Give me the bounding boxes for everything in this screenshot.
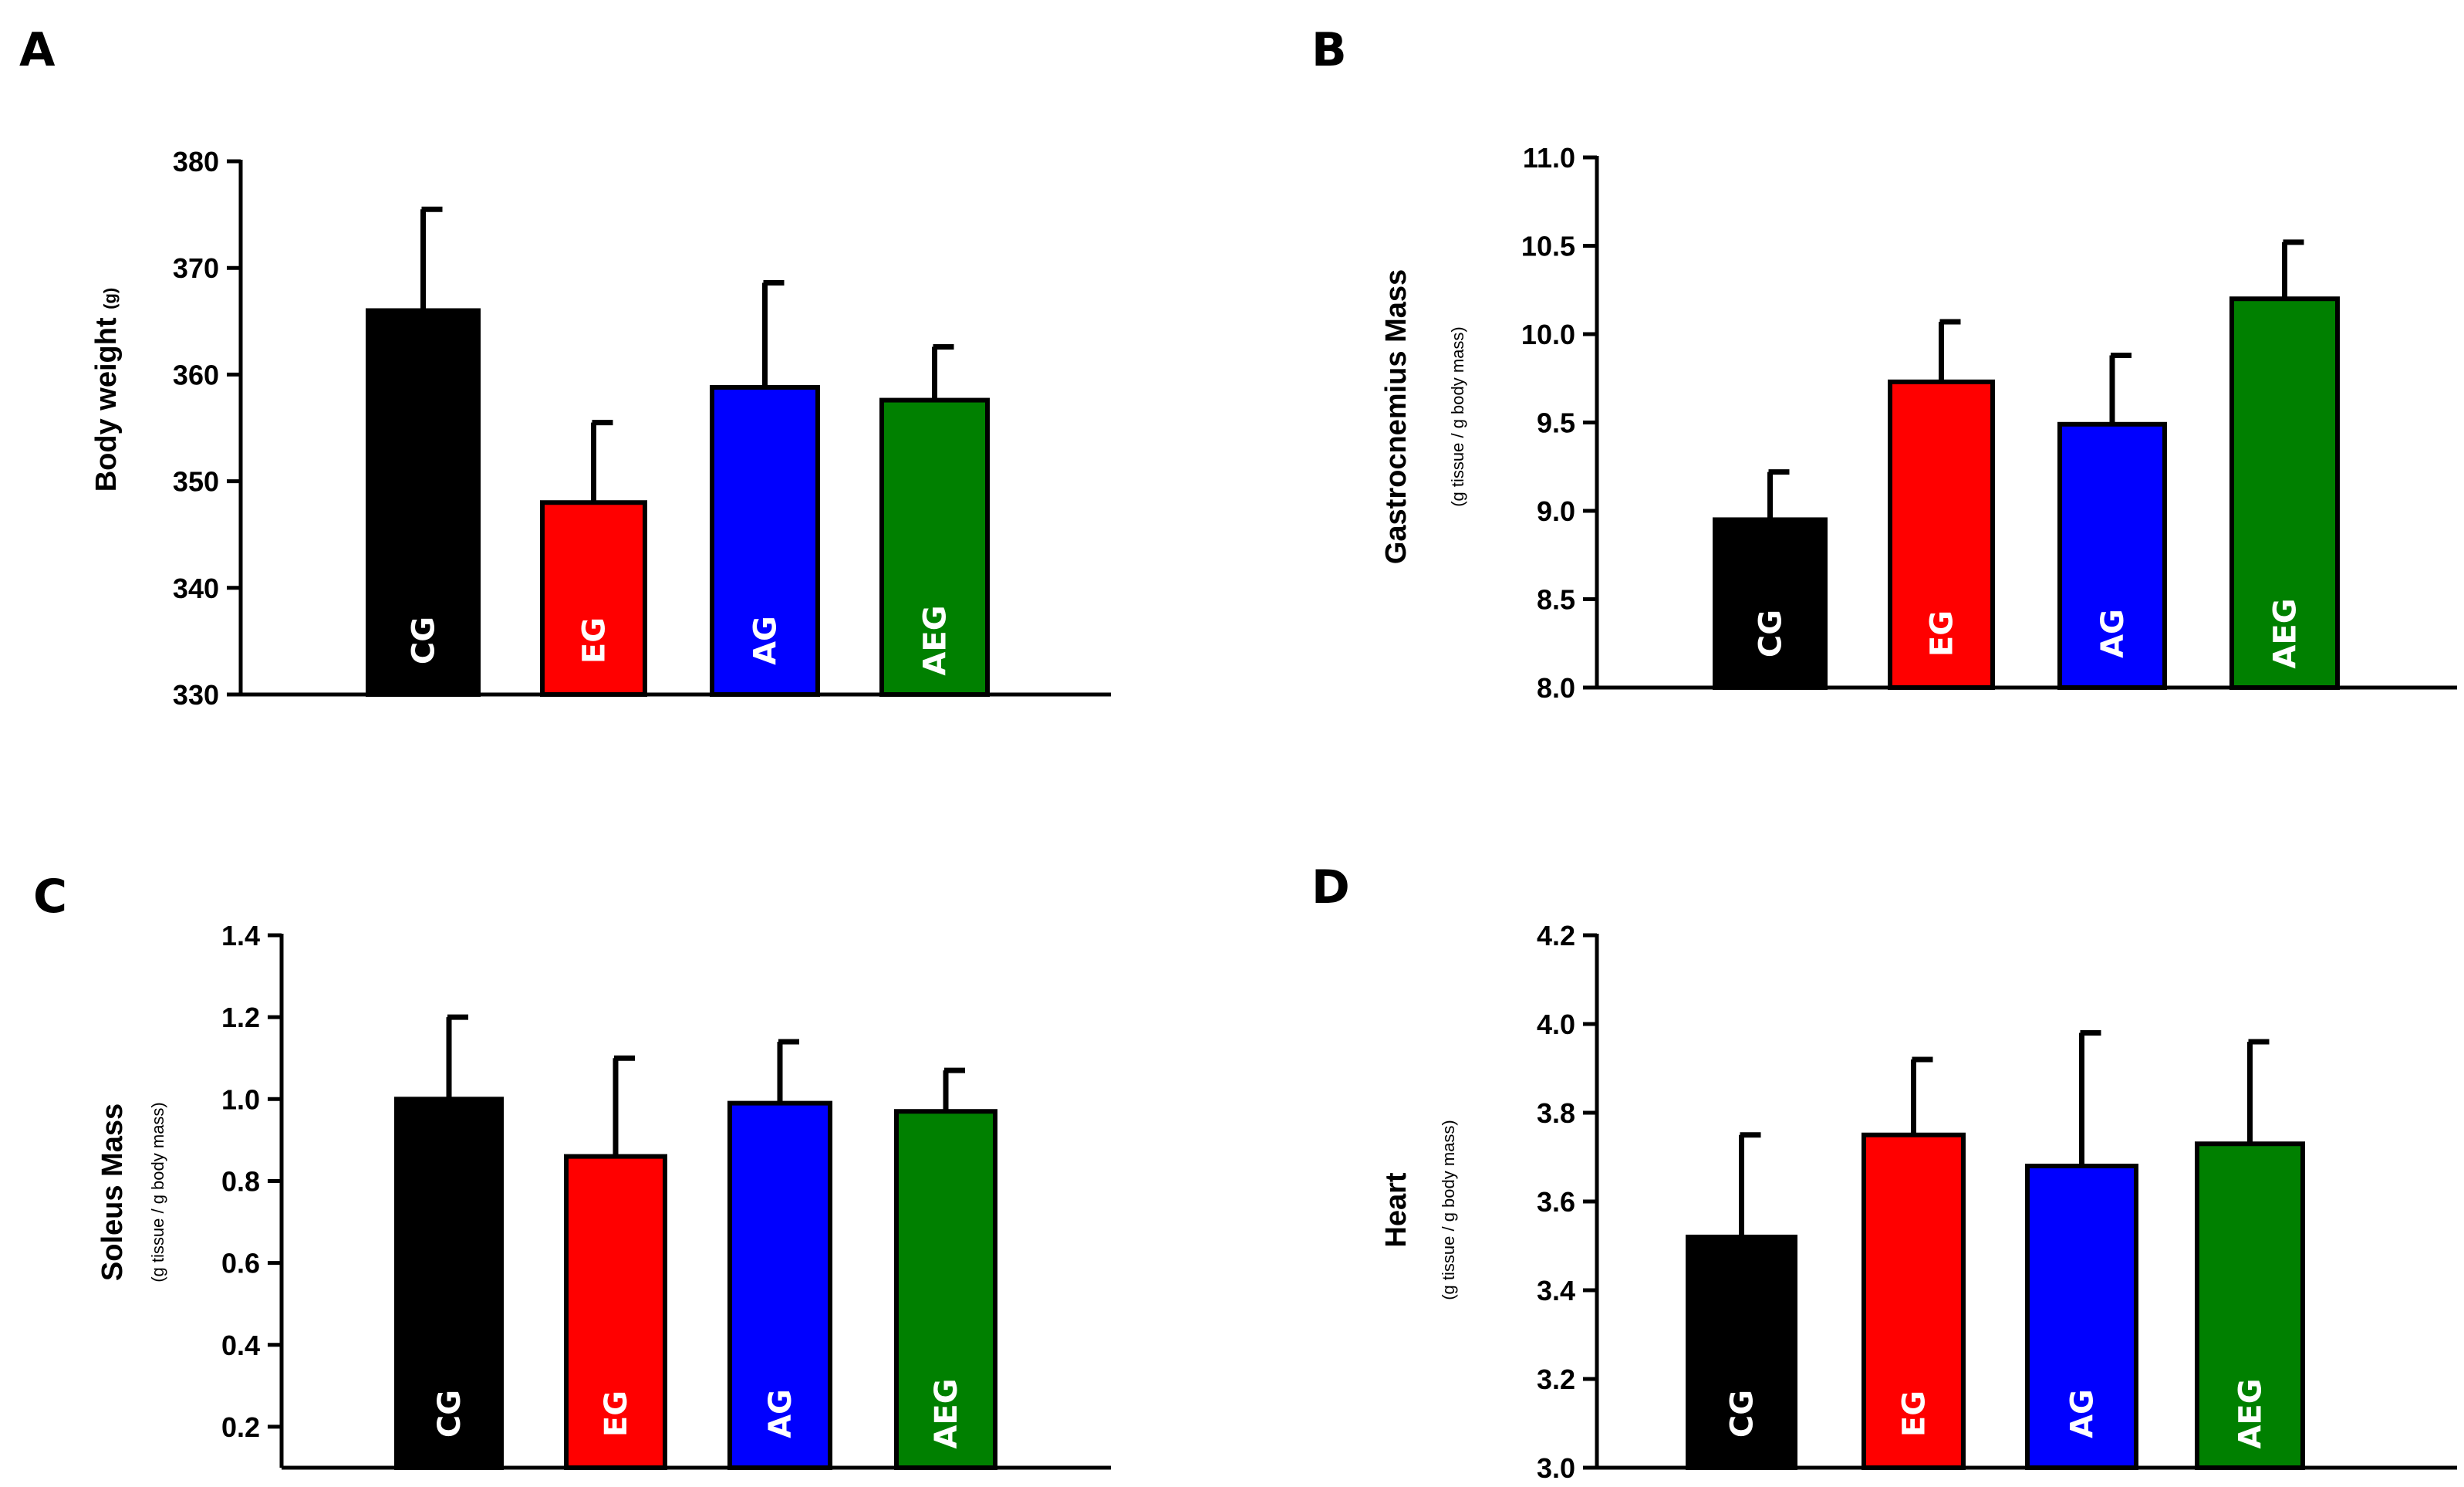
bar-eg	[1862, 1132, 1966, 1470]
bar-label: AEG	[929, 1378, 964, 1448]
y-tick-label: 1.0	[221, 1083, 260, 1115]
y-tick-label: 11.0	[1523, 142, 1575, 174]
bar-label: EG	[599, 1391, 634, 1437]
y-axis-label: Soleus Mass	[96, 1103, 129, 1281]
bar-cg	[1713, 517, 1828, 691]
y-tick-label: 350	[173, 466, 219, 498]
y-tick-label: 380	[173, 146, 219, 177]
y-tick-label: 3.0	[1537, 1452, 1575, 1484]
y-tick-label: 0.2	[221, 1411, 260, 1443]
panel-letter: D	[1311, 860, 1350, 914]
y-tick-label: 4.2	[1537, 920, 1575, 951]
bar-label: AG	[763, 1389, 798, 1438]
bar-label: AEG	[2233, 1378, 2269, 1448]
panel-c: C CG EG AG AEG 0.2 0.4 0.6 0.8 1.0 1.2 1.4 Soleus Ma…	[33, 870, 1111, 1471]
bar-eg	[1888, 379, 1995, 690]
panel-letter: A	[19, 23, 56, 77]
panel-a: A CG EG AG AEG 330 340 350 360 370 380 Body weight …	[19, 23, 1111, 711]
panel-d: D CG EG AG AEG 3.0 3.2 3.4 3.6 3.8 4.0 4.2 Heart (g t…	[1311, 860, 2457, 1484]
y-tick-label: 330	[173, 679, 219, 711]
y-tick-label: 10.0	[1521, 319, 1575, 350]
bar-label: EG	[1897, 1391, 1932, 1437]
y-tick-label: 9.0	[1537, 495, 1575, 527]
bar-label: AG	[2065, 1389, 2101, 1438]
bar-label: AEG	[918, 605, 954, 675]
y-tick-label: 0.4	[221, 1330, 260, 1361]
bar-label: EG	[577, 617, 613, 664]
bar-label: CG	[1753, 610, 1789, 657]
y-axis-label: Gastrocnemius Mass	[1380, 269, 1413, 564]
panel-b: B CG EG AG AEG 8.0 8.5 9.0 9.5 10.0 10.5 11.0 Gastro…	[1311, 23, 2457, 704]
y-tick-label: 4.0	[1537, 1009, 1575, 1040]
y-tick-label: 9.5	[1537, 407, 1575, 439]
bar-aeg	[879, 397, 990, 697]
bar-label: AEG	[2268, 598, 2304, 668]
y-tick-label: 1.4	[221, 920, 260, 951]
bar-aeg	[2229, 296, 2340, 690]
y-tick-label: 340	[173, 573, 219, 604]
y-tick-label: 0.8	[221, 1165, 260, 1197]
panel-letter: B	[1311, 23, 1347, 77]
y-tick-label: 0.6	[221, 1248, 260, 1279]
y-tick-label: 8.5	[1537, 584, 1575, 616]
y-axis-unit: (g tissue / g body mass)	[148, 1102, 167, 1283]
bar-label: CG	[407, 617, 442, 664]
y-tick-label: 370	[173, 252, 219, 284]
y-tick-label: 3.4	[1537, 1275, 1575, 1306]
panel-letter: C	[33, 870, 67, 924]
bar-label: AG	[748, 616, 784, 665]
y-tick-label: 3.8	[1537, 1097, 1575, 1129]
bar-ag	[2025, 1164, 2138, 1470]
y-tick-label: 1.2	[221, 1002, 260, 1033]
y-tick-label: 8.0	[1537, 672, 1575, 704]
y-axis-unit: (g)	[100, 288, 120, 309]
y-tick-label: 360	[173, 359, 219, 390]
bar-ag	[2057, 421, 2167, 690]
bar-cg	[366, 308, 481, 697]
bar-label: CG	[432, 1390, 467, 1438]
bar-eg	[564, 1154, 667, 1470]
bar-cg	[1686, 1235, 1797, 1470]
y-tick-label: 3.2	[1537, 1364, 1575, 1395]
bar-ag	[727, 1100, 832, 1470]
y-tick-label: 10.5	[1521, 231, 1575, 262]
y-axis-label: Heart	[1380, 1172, 1413, 1247]
y-axis-unit: (g tissue / g body mass)	[1439, 1120, 1458, 1300]
bar-ag	[710, 384, 820, 697]
y-axis-label: Body weight (g)	[90, 288, 123, 492]
y-axis-unit: (g tissue / g body mass)	[1448, 326, 1467, 507]
bar-label: EG	[1925, 610, 1960, 657]
bar-label: AG	[2095, 609, 2131, 658]
y-tick-label: 3.6	[1537, 1186, 1575, 1218]
bar-cg	[394, 1097, 504, 1471]
bar-eg	[540, 500, 647, 697]
bar-label: CG	[1725, 1390, 1760, 1438]
